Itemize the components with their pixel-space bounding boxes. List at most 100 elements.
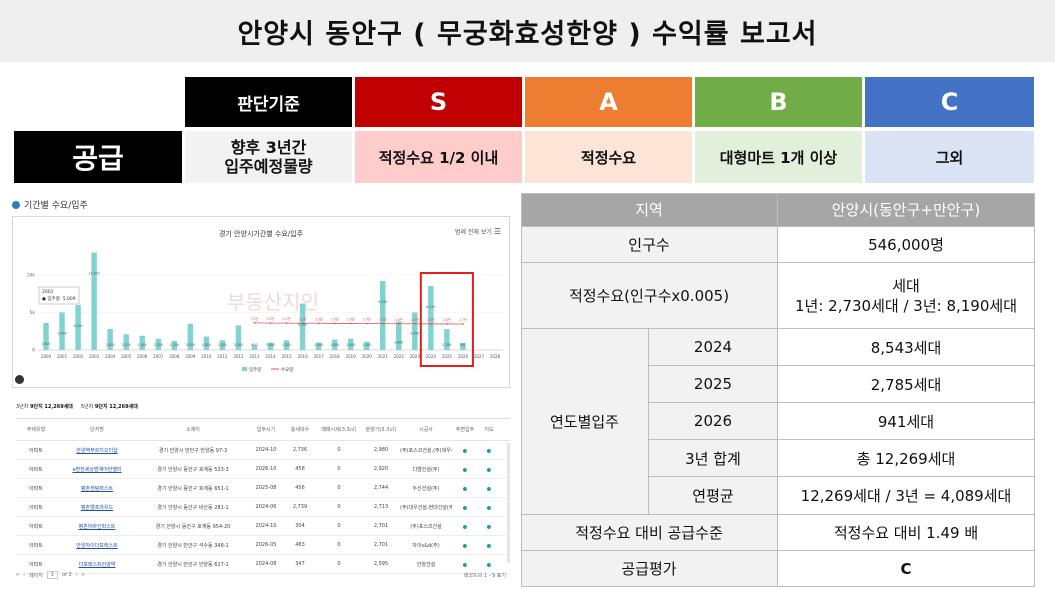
- next-page-icon[interactable]: ›: [75, 572, 78, 578]
- cell-price: 0: [337, 542, 341, 548]
- prev-page-icon[interactable]: ‹: [23, 572, 26, 578]
- demand-point[interactable]: [365, 322, 368, 325]
- map-pin-icon[interactable]: ⬤: [486, 561, 492, 567]
- cell-units: 483: [295, 542, 305, 548]
- supply-bar[interactable]: [460, 342, 466, 350]
- supply-bar[interactable]: [203, 336, 210, 351]
- supply-bar[interactable]: [43, 323, 49, 350]
- demand-point[interactable]: [253, 321, 256, 324]
- cell-type: 아파트: [29, 523, 43, 530]
- list-scrollbar[interactable]: [507, 443, 510, 563]
- table-row[interactable]: 아파트 평촌엘프라우드 경기 안양시 동안구 비산동 281-1 2024-06 2,7…: [16, 498, 510, 517]
- map-pin-icon[interactable]: ⬤: [486, 485, 492, 491]
- pager-label: 페이지: [29, 572, 43, 579]
- supply-bar[interactable]: [299, 303, 306, 351]
- supply-bar[interactable]: [59, 312, 65, 350]
- map-pin-icon[interactable]: ⬤: [486, 542, 492, 548]
- tab-3year-label: 3년차: [16, 404, 29, 410]
- demand-point[interactable]: [317, 322, 320, 325]
- bar-data-label: 3,300: [234, 343, 243, 347]
- demand-point[interactable]: [285, 322, 288, 324]
- cell-sale: 2,595: [373, 561, 389, 567]
- table-row[interactable]: 아파트 e편한세상범계어반밸리 경기 안양시 동안구 호계동 533-3 2026-1…: [16, 460, 510, 479]
- cell-date: 2024-10: [255, 523, 277, 529]
- supply-bar[interactable]: [331, 339, 338, 351]
- demand-point[interactable]: [445, 323, 448, 325]
- supply-bar[interactable]: [444, 329, 450, 350]
- supply-bar[interactable]: [347, 338, 354, 350]
- supply-bar[interactable]: [155, 338, 161, 350]
- tab-3year[interactable]: 3년차 9단지 12,269세대: [16, 403, 73, 410]
- table-row[interactable]: 아파트 더포레스트안양역 경기 안양시 만안구 안양동 627-1 2024-08 34…: [16, 555, 510, 574]
- chart-section-label: 기간별 수요/입주: [12, 198, 88, 211]
- table-row[interactable]: 아파트 안양역푸르지오더샵 경기 안양시 만안구 안양동 97-3 2024-10 2,…: [16, 441, 510, 460]
- first-page-icon[interactable]: «: [16, 572, 20, 578]
- demand-point[interactable]: [462, 323, 464, 325]
- nearby-pin-icon[interactable]: ⬤: [462, 561, 468, 567]
- table-row[interactable]: 아파트 평촌센텀퍼스트 경기 안양시 동안구 호계동 651-1 2025-08 456…: [16, 479, 510, 498]
- supply-bar[interactable]: [123, 334, 129, 350]
- nearby-pin-icon[interactable]: ⬤: [462, 466, 468, 472]
- supply-bar[interactable]: [428, 285, 434, 350]
- cell-name[interactable]: 평촌센텀퍼스트: [80, 485, 114, 492]
- demand-point[interactable]: [413, 322, 416, 325]
- supply-bar[interactable]: [363, 341, 370, 350]
- demand-point[interactable]: [381, 322, 384, 325]
- demand-point[interactable]: [349, 322, 352, 325]
- supply-bar[interactable]: [267, 342, 274, 351]
- supply-bar[interactable]: [75, 305, 81, 350]
- cell-addr: 경기 안양시 만안구 안양동 97-3: [158, 447, 228, 454]
- chart-options[interactable]: 범례 전체 보기 ☰: [455, 227, 501, 236]
- supply-bar[interactable]: [380, 281, 386, 350]
- supply-bar[interactable]: [315, 342, 322, 351]
- demand-value-line2: 1년: 2,730세대 / 3년: 8,190세대: [794, 296, 1017, 315]
- cell-name[interactable]: e편한세상범계어반밸리: [72, 466, 122, 473]
- supply-bar[interactable]: [187, 323, 194, 350]
- col-date: 입주시기: [256, 427, 276, 433]
- demand-point[interactable]: [397, 322, 400, 325]
- supply-bar[interactable]: [251, 345, 258, 351]
- x-tick-label: 2014: [265, 354, 276, 359]
- supply-bar[interactable]: [235, 325, 242, 350]
- demand-point[interactable]: [333, 322, 336, 325]
- supply-bar[interactable]: [219, 340, 226, 350]
- bar-data-label: 3,500: [186, 343, 195, 347]
- demand-point[interactable]: [301, 322, 304, 325]
- bar-data-label: 5,009: [57, 331, 66, 335]
- nearby-pin-icon[interactable]: ⬤: [462, 447, 468, 453]
- supply-bar[interactable]: [283, 340, 290, 350]
- supply-bar[interactable]: [139, 335, 145, 350]
- x-tick-label: 2016: [297, 354, 308, 359]
- nearby-pin-icon[interactable]: ⬤: [462, 542, 468, 548]
- page-input[interactable]: 1: [46, 571, 59, 579]
- tooltip-text: ● 입주량: 5,009: [42, 295, 76, 302]
- demand-point[interactable]: [429, 323, 432, 325]
- map-pin-icon[interactable]: ⬤: [486, 504, 492, 510]
- supply-bar[interactable]: [91, 252, 97, 351]
- map-pin-icon[interactable]: ⬤: [486, 523, 492, 529]
- last-page-icon[interactable]: »: [81, 572, 85, 578]
- supply-bar[interactable]: [412, 312, 418, 351]
- cell-name[interactable]: 안양역푸르지오더샵: [76, 447, 118, 454]
- tab-5year[interactable]: 5년차 9단지 12,269세대: [81, 403, 138, 410]
- table-row[interactable]: 아파트 평촌어바인퍼스트 경기 안양시 동안구 호계동 954-20 2024-10 3…: [16, 517, 510, 536]
- map-pin-icon[interactable]: ⬤: [486, 447, 492, 453]
- year-2025: 2025: [649, 366, 778, 403]
- cell-name[interactable]: 안양자이더포레스트: [76, 542, 118, 549]
- cell-name[interactable]: 평촌어바인퍼스트: [78, 523, 116, 530]
- grade-c-condition: 그외: [865, 131, 1034, 183]
- supply-bar[interactable]: [396, 321, 402, 351]
- supply-bar[interactable]: [171, 341, 178, 350]
- demand-point[interactable]: [269, 322, 272, 324]
- x-tick-label: 2024: [426, 354, 437, 359]
- nearby-pin-icon[interactable]: ⬤: [462, 523, 468, 529]
- nearby-pin-icon[interactable]: ⬤: [462, 485, 468, 491]
- grade-b-header: B: [695, 77, 862, 127]
- table-row[interactable]: 아파트 안양자이더포레스트 경기 안양시 만안구 석수동 348-1 2026-05 4…: [16, 536, 510, 555]
- map-pin-icon[interactable]: ⬤: [486, 466, 492, 472]
- supply-bar[interactable]: [107, 329, 113, 350]
- cell-name[interactable]: 더포레스트안양역: [78, 561, 116, 568]
- cell-name[interactable]: 평촌엘프라우드: [80, 504, 114, 511]
- nearby-pin-icon[interactable]: ⬤: [462, 504, 468, 510]
- x-tick-label: 2001: [57, 354, 68, 359]
